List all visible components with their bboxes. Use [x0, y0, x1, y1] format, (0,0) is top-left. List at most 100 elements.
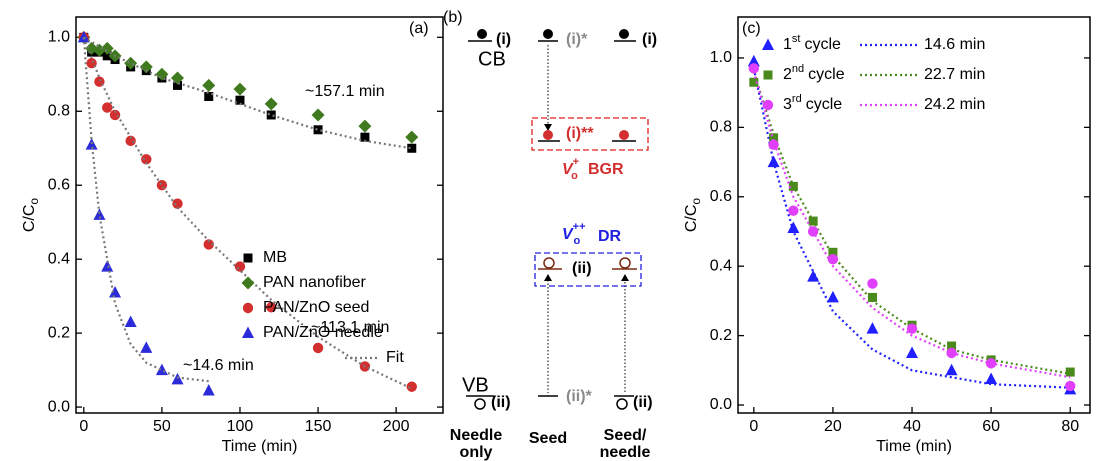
marker [155, 363, 168, 376]
marker [769, 133, 779, 143]
electron [619, 29, 629, 39]
x-tick-label: 80 [1061, 418, 1079, 435]
marker [749, 77, 759, 87]
y-tick-label: 0.0 [710, 396, 732, 413]
marker [155, 67, 169, 81]
marker [947, 341, 957, 351]
dr-box [534, 252, 642, 287]
defect-sup: ++ [573, 221, 586, 233]
column-label: Needle [450, 427, 503, 444]
marker [241, 276, 255, 290]
legend-label-suffix: cycle [806, 96, 843, 113]
marker [125, 135, 136, 147]
legend-label-name: PAN nanofiber [263, 274, 367, 291]
marker [266, 302, 277, 313]
marker [243, 253, 253, 263]
marker [102, 102, 113, 113]
hole [543, 257, 555, 269]
legend-fit-label: 14.6 min [924, 36, 985, 53]
level-label: (i) [496, 31, 511, 48]
panel-label: (b) [443, 9, 463, 26]
marker [93, 208, 106, 220]
fit-line [82, 37, 209, 383]
x-axis-label: Time (min) [876, 438, 952, 455]
marker [173, 80, 183, 90]
marker [266, 110, 276, 120]
arrow-head [621, 274, 629, 281]
x-tick-label: 100 [227, 418, 254, 435]
defect-sub: o [574, 235, 581, 247]
x-tick-label: 0 [79, 418, 88, 435]
y-axis-label: C/Co [683, 198, 703, 233]
defect-name: BGR [588, 161, 624, 178]
y-tick-label: 0.4 [48, 250, 70, 267]
marker [747, 54, 760, 67]
marker [172, 198, 183, 209]
level-label: (ii)* [566, 388, 593, 405]
y-tick-label: 0.6 [710, 188, 732, 205]
marker [406, 381, 417, 392]
legend-label: 3rd cycle [783, 93, 842, 113]
legend-label-name: 3 [783, 96, 792, 113]
legend-label-sup: st [792, 33, 801, 45]
marker [762, 99, 774, 111]
marker [312, 342, 324, 354]
legend-label-suffix: cycle [808, 66, 845, 83]
legend-label-name: 2 [783, 66, 792, 83]
x-tick-label: 20 [824, 418, 842, 435]
marker [139, 60, 153, 74]
x-tick-label: 60 [982, 418, 1000, 435]
x-tick-label: 150 [305, 418, 332, 435]
legend-label-name: MB [263, 249, 287, 266]
marker [1065, 367, 1075, 377]
y-tick-label: 0.2 [710, 327, 732, 344]
level-label: (i)** [566, 125, 594, 142]
marker [762, 38, 774, 50]
marker [867, 278, 878, 289]
vb-label: VB [462, 374, 489, 396]
marker [100, 41, 114, 55]
marker [202, 383, 215, 396]
annotation: ~157.1 min [305, 83, 385, 100]
y-tick-label: 0.6 [48, 176, 70, 193]
marker [945, 363, 958, 376]
panel-label: (a) [409, 20, 429, 37]
level-label: (i)* [566, 31, 588, 48]
defect-name: DR [598, 228, 622, 245]
legend-label: MB [263, 249, 287, 266]
legend-label-sup: nd [792, 63, 804, 75]
marker [906, 323, 918, 334]
y-axis-label-sub: o [27, 198, 41, 205]
y-tick-label: 1.0 [48, 29, 70, 46]
marker [407, 143, 417, 153]
legend-label: PAN/ZnO needle [263, 324, 383, 341]
plot-frame [75, 16, 444, 414]
fit-line [83, 36, 412, 150]
fit-line [752, 71, 1071, 379]
marker [235, 95, 245, 105]
marker [141, 154, 152, 165]
marker [313, 125, 323, 135]
legend-fit-label: 24.2 min [924, 96, 985, 113]
level-label: (ii) [633, 394, 653, 411]
y-tick-label: 1.0 [710, 49, 732, 66]
marker [788, 205, 799, 216]
legend-label: Fit [386, 349, 404, 366]
defect-symbol: V [562, 161, 574, 178]
legend-fit-label: 22.7 min [924, 66, 985, 83]
marker [906, 346, 919, 358]
level-label: (ii) [572, 260, 592, 277]
legend-label-name: PAN/ZnO seed [263, 299, 369, 316]
marker [405, 130, 419, 144]
electron [543, 29, 553, 39]
marker [242, 326, 254, 338]
marker [233, 82, 247, 96]
marker [946, 347, 957, 359]
marker [124, 56, 138, 70]
column-label: only [460, 444, 493, 461]
legend-label-sup: rd [792, 93, 802, 105]
marker [360, 132, 370, 142]
y-axis-label: C/Co [21, 198, 41, 233]
marker [826, 290, 839, 303]
